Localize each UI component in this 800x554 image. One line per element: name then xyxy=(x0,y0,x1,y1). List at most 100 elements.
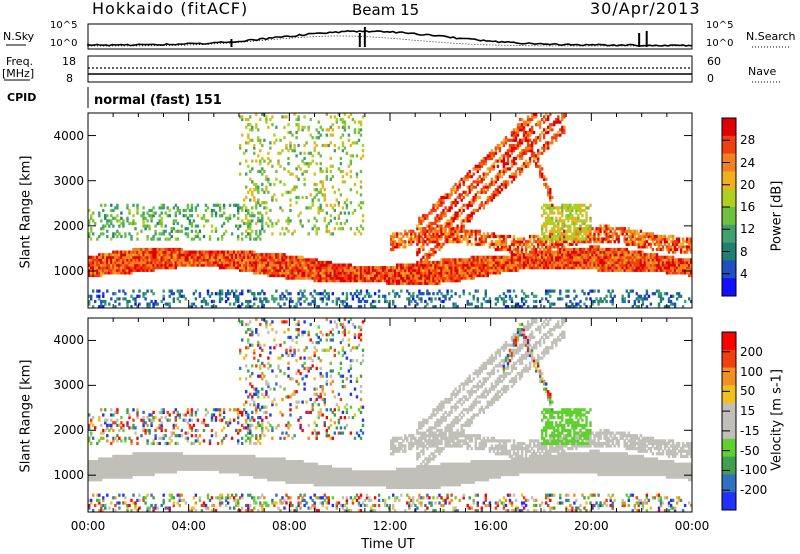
power-cell xyxy=(624,248,626,251)
power-cell xyxy=(171,235,173,238)
power-cell xyxy=(513,290,515,293)
power-cell xyxy=(255,230,257,233)
power-cell xyxy=(352,154,354,157)
power-cell xyxy=(404,240,406,243)
power-cell xyxy=(179,300,181,303)
power-cell xyxy=(340,193,342,196)
power-cell xyxy=(201,300,203,303)
power-cell xyxy=(326,204,328,207)
power-cell xyxy=(173,297,175,300)
power-cell xyxy=(485,290,487,293)
power-cell xyxy=(517,238,519,241)
power-cell xyxy=(299,167,301,170)
power-cell xyxy=(235,290,237,293)
power-cell xyxy=(245,222,247,225)
power-cell xyxy=(251,219,253,222)
power-cell xyxy=(442,258,444,261)
power-cell xyxy=(241,134,243,137)
power-cell xyxy=(94,256,96,259)
power-cell xyxy=(334,149,336,152)
power-cell xyxy=(352,212,354,215)
power-cell xyxy=(360,232,362,235)
power-cell xyxy=(253,152,255,155)
power-cell xyxy=(199,238,201,241)
power-cell xyxy=(547,115,549,118)
power-cell xyxy=(130,235,132,238)
power-cell xyxy=(197,214,199,217)
power-cell xyxy=(541,297,543,300)
power-cell xyxy=(122,219,124,222)
power-cell xyxy=(245,235,247,238)
power-cell xyxy=(473,209,475,212)
power-cell xyxy=(509,235,511,238)
power-cell xyxy=(191,230,193,233)
power-cell xyxy=(297,144,299,147)
power-cell xyxy=(245,160,247,163)
power-cell xyxy=(289,141,291,144)
power-cell xyxy=(322,292,324,295)
power-cell xyxy=(265,201,267,204)
power-cell xyxy=(340,157,342,160)
power-cell xyxy=(110,253,112,256)
power-cell xyxy=(134,227,136,230)
power-cell xyxy=(185,251,187,254)
power-cell xyxy=(245,196,247,199)
power-cell xyxy=(261,290,263,293)
power-cell xyxy=(231,232,233,235)
power-cell xyxy=(362,149,364,152)
power-cell xyxy=(426,253,428,256)
power-cell xyxy=(577,248,579,251)
power-cell xyxy=(293,144,295,147)
power-cell xyxy=(320,204,322,207)
power-cell xyxy=(473,167,475,170)
power-cell xyxy=(94,300,96,303)
power-cell xyxy=(503,292,505,295)
power-cell xyxy=(124,251,126,254)
power-cell xyxy=(545,178,547,181)
power-cell xyxy=(547,204,549,207)
power-cell xyxy=(251,160,253,163)
power-cell xyxy=(297,123,299,126)
power-cell xyxy=(223,212,225,215)
power-cell xyxy=(320,162,322,165)
power-cell xyxy=(388,292,390,295)
power-cell xyxy=(299,303,301,306)
n-sky-line xyxy=(88,31,692,46)
power-cell xyxy=(316,219,318,222)
power-cell xyxy=(487,154,489,157)
power-cell xyxy=(299,219,301,222)
power-cell xyxy=(378,295,380,298)
power-cell xyxy=(487,196,489,199)
power-cell xyxy=(533,300,535,303)
power-cell xyxy=(549,188,551,191)
power-cell xyxy=(271,165,273,168)
power-cell xyxy=(487,186,489,189)
power-cell xyxy=(165,230,167,233)
power-cell xyxy=(128,300,130,303)
power-cell xyxy=(479,196,481,199)
power-cell xyxy=(378,300,380,303)
power-cell xyxy=(577,204,579,207)
power-cell xyxy=(360,193,362,196)
power-cell xyxy=(332,186,334,189)
power-cell xyxy=(593,300,595,303)
power-cell xyxy=(342,141,344,144)
power-cell xyxy=(261,157,263,160)
power-cell xyxy=(289,292,291,295)
power-cell xyxy=(253,303,255,306)
power-cell xyxy=(154,248,156,251)
power-cell xyxy=(148,225,150,228)
power-cell xyxy=(291,232,293,235)
power-cell xyxy=(607,232,609,235)
power-cell xyxy=(171,227,173,230)
power-cell xyxy=(157,303,159,306)
power-cell xyxy=(553,290,555,293)
power-cell xyxy=(154,230,156,233)
power-cell xyxy=(120,212,122,215)
power-cell xyxy=(360,290,362,293)
power-cell xyxy=(193,219,195,222)
power-cell xyxy=(456,186,458,189)
power-cell xyxy=(350,160,352,163)
power-cell xyxy=(322,193,324,196)
